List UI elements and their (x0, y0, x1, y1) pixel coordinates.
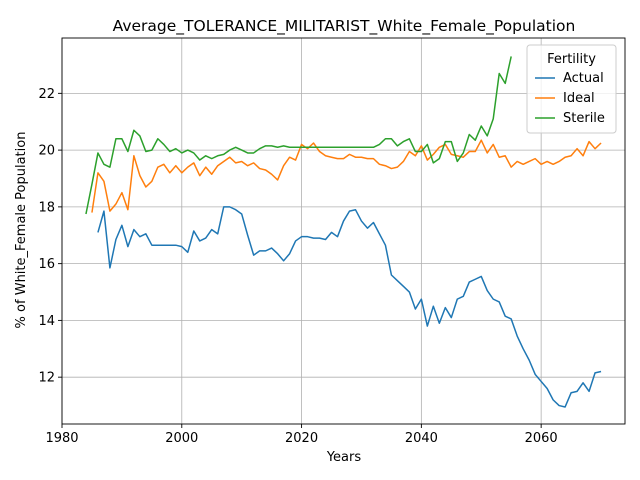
legend-label-ideal: Ideal (563, 91, 595, 106)
legend-label-actual: Actual (563, 71, 604, 86)
series-line-ideal (91, 139, 602, 213)
legend-label-sterile: Sterile (563, 111, 605, 126)
legend-title: Fertility (547, 52, 596, 67)
y-tick-label: 14 (38, 314, 55, 329)
y-tick-label: 20 (38, 144, 55, 159)
chart-title: Average_TOLERANCE_MILITARIST_White_Femal… (113, 17, 576, 36)
y-axis: 12 14 16 18 20 22 (38, 87, 62, 386)
x-tick-label: 2000 (165, 431, 198, 446)
y-tick-label: 22 (38, 87, 55, 102)
x-axis: 1980 2000 2020 2040 2060 (45, 424, 558, 446)
y-tick-label: 16 (38, 257, 55, 272)
x-axis-label: Years (326, 450, 362, 465)
y-tick-label: 18 (38, 200, 55, 215)
y-axis-label: % of White_Female Population (14, 132, 29, 329)
series-line-actual (97, 206, 602, 408)
x-tick-label: 2040 (405, 431, 438, 446)
legend: Fertility Actual Ideal Sterile (526, 44, 617, 134)
x-tick-label: 2060 (525, 431, 558, 446)
y-tick-label: 12 (38, 371, 55, 386)
legend-box (526, 44, 617, 134)
x-tick-label: 2020 (285, 431, 318, 446)
legend-entries: Actual Ideal Sterile (535, 71, 605, 126)
series-layer (85, 56, 602, 408)
series-line-sterile (85, 56, 512, 215)
plot-frame (61, 37, 626, 425)
x-tick-label: 1980 (45, 431, 78, 446)
